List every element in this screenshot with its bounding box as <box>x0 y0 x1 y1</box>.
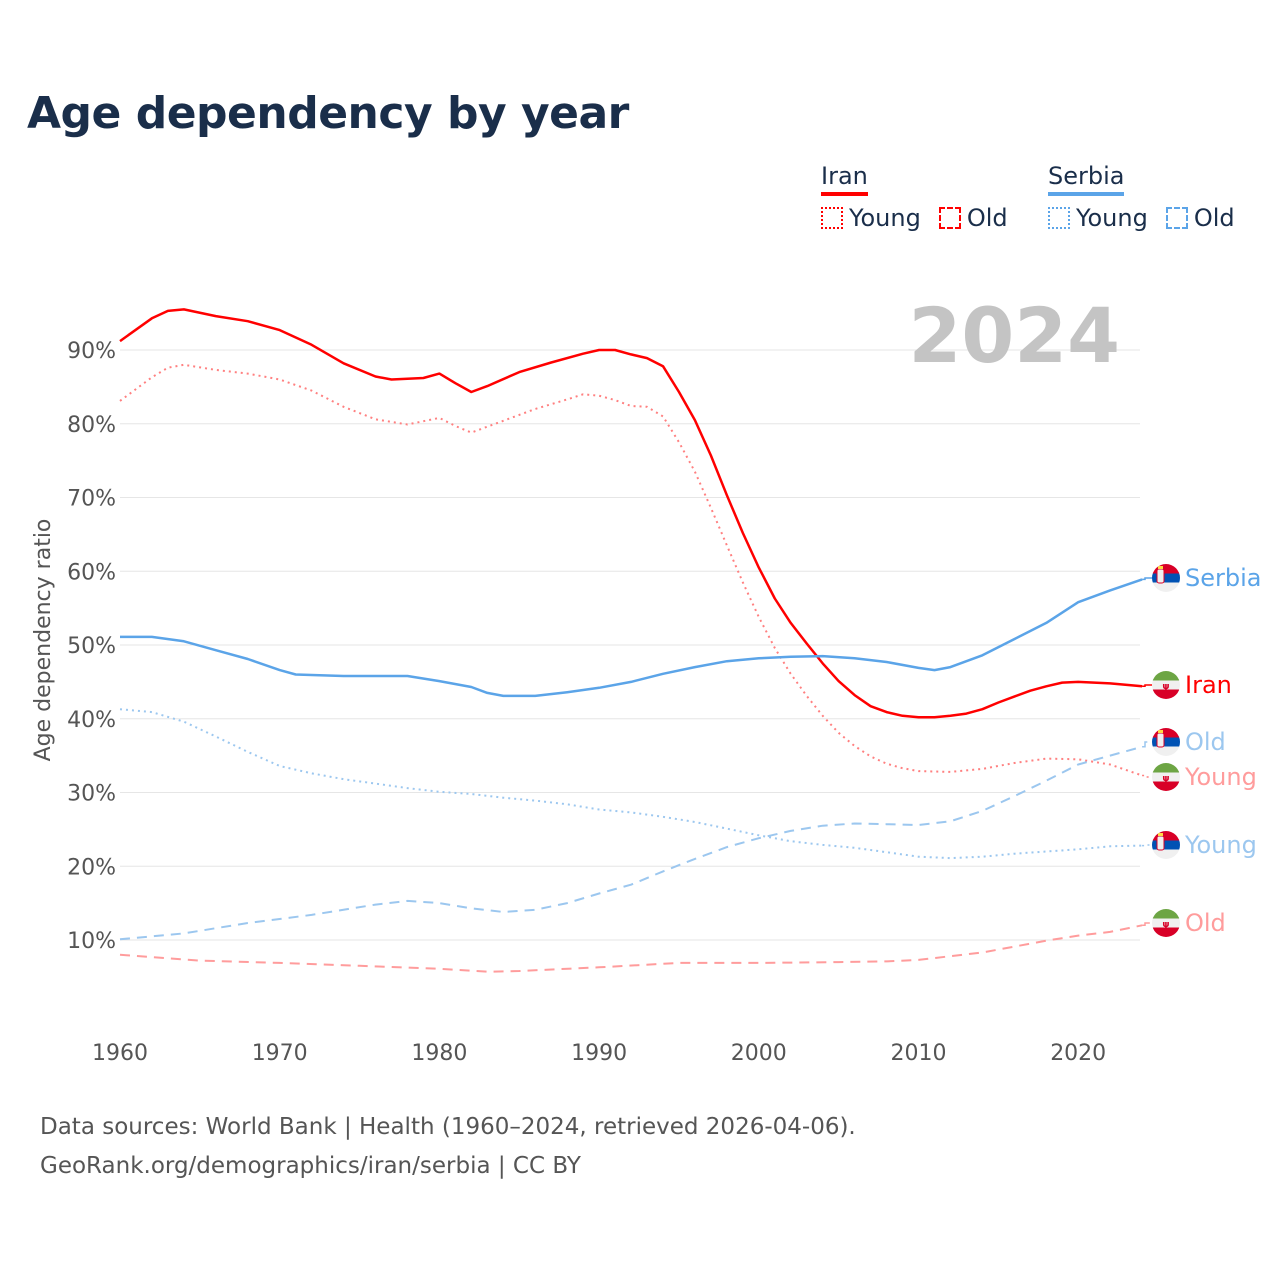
legend-iran-old[interactable]: Old <box>938 204 1008 232</box>
source-line-2[interactable]: GeoRank.org/demographics/iran/serbia | C… <box>40 1153 581 1179</box>
legend-serbia-young[interactable]: Young <box>1048 204 1148 232</box>
serbia-flag-icon <box>1152 728 1180 756</box>
dotted-swatch-icon <box>821 207 843 229</box>
svg-text:ψ: ψ <box>1162 774 1169 784</box>
year-badge: 2024 <box>908 291 1120 380</box>
y-tick-label: 20% <box>67 855 116 880</box>
series-line-iran-old[interactable] <box>119 924 1143 973</box>
svg-text:ψ: ψ <box>1162 920 1169 930</box>
y-tick-label: 60% <box>67 560 116 585</box>
chart-title: Age dependency by year <box>27 88 629 139</box>
iran-flag-icon: ψ <box>1152 909 1180 937</box>
x-tick-label: 1970 <box>252 1041 308 1066</box>
iran-flag-icon: ψ <box>1152 763 1180 791</box>
series-line-iran[interactable] <box>119 308 1143 719</box>
legend-serbia-title: Serbia <box>1048 162 1125 196</box>
leader-line <box>1142 844 1152 847</box>
serbia-flag-icon <box>1152 564 1180 592</box>
y-tick-label: 70% <box>67 487 116 512</box>
y-tick-label: 10% <box>67 929 116 954</box>
end-label: Iran <box>1185 671 1232 699</box>
series-line-serbia-old[interactable] <box>119 745 1143 941</box>
y-tick-label: 50% <box>67 634 116 659</box>
legend-serbia: Serbia Young Old <box>1048 162 1253 232</box>
x-tick-label: 1960 <box>92 1041 148 1066</box>
series-line-iran-young[interactable] <box>119 363 1143 777</box>
legend-serbia-old[interactable]: Old <box>1165 204 1235 232</box>
y-tick-label: 90% <box>67 339 116 364</box>
leader-line <box>1142 684 1152 688</box>
end-label: Old <box>1185 728 1226 756</box>
y-tick-label: 80% <box>67 413 116 438</box>
legend-label: Old <box>1193 204 1235 232</box>
source-line-1: Data sources: World Bank | Health (1960–… <box>40 1114 856 1140</box>
leader-line <box>1142 774 1152 778</box>
legend-iran-title: Iran <box>821 162 868 196</box>
x-tick-label: 2000 <box>731 1041 787 1066</box>
end-label: Old <box>1185 909 1226 937</box>
legend-label: Old <box>966 204 1008 232</box>
dashed-swatch-icon <box>1165 207 1188 229</box>
end-label: Serbia <box>1185 564 1261 592</box>
end-label: Young <box>1184 763 1257 791</box>
leader-line <box>1142 922 1152 926</box>
svg-text:ψ: ψ <box>1162 682 1169 692</box>
y-axis-label: Age dependency ratio <box>31 519 56 762</box>
x-tick-label: 1990 <box>571 1041 627 1066</box>
dotted-swatch-icon <box>1048 207 1070 229</box>
series-line-serbia-young[interactable] <box>119 708 1143 860</box>
series-line-serbia[interactable] <box>120 578 1143 698</box>
legend-label: Young <box>1076 204 1148 232</box>
iran-flag-icon: ψ <box>1152 671 1180 699</box>
x-tick-label: 2010 <box>891 1041 947 1066</box>
legend-label: Young <box>849 204 921 232</box>
x-tick-label: 2020 <box>1050 1041 1106 1066</box>
leader-line <box>1142 741 1152 748</box>
dashed-swatch-icon <box>938 207 961 229</box>
y-tick-label: 30% <box>67 782 116 807</box>
x-tick-label: 1980 <box>411 1041 467 1066</box>
leader-line <box>1142 577 1152 581</box>
serbia-flag-icon <box>1152 831 1180 859</box>
end-label: Young <box>1184 831 1257 859</box>
y-tick-label: 40% <box>67 708 116 733</box>
legend-iran: Iran Young Old <box>821 162 1026 232</box>
legend-iran-young[interactable]: Young <box>821 204 921 232</box>
source-note: Data sources: World Bank | Health (1960–… <box>40 1108 856 1186</box>
